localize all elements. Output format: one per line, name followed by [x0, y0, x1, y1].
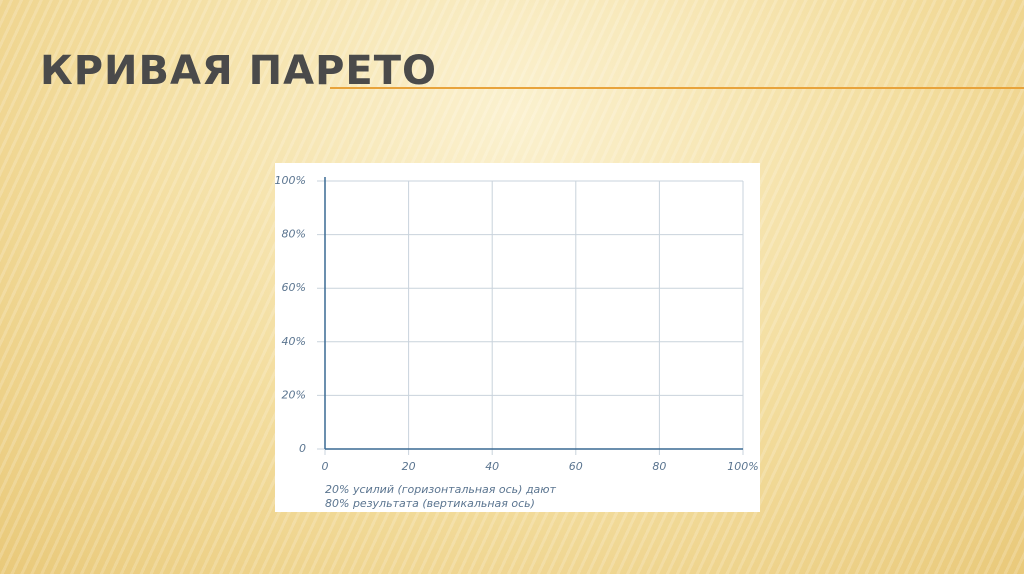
y-tick-label: 40% — [282, 335, 306, 348]
caption: 80% результата (вертикальная ось) — [325, 497, 535, 510]
slide-title: КРИВАЯ ПАРЕТО — [40, 48, 438, 94]
x-tick-label: 60 — [569, 460, 583, 473]
chart-panel — [275, 163, 760, 512]
caption: 20% усилий (горизонтальная ось) дают — [325, 483, 557, 496]
x-tick-label: 40 — [485, 460, 499, 473]
y-tick-label: 20% — [282, 388, 306, 401]
x-tick-label: 20 — [402, 460, 416, 473]
x-tick-label: 100% — [727, 460, 758, 473]
y-tick-label: 0 — [299, 442, 306, 455]
x-tick-label: 80 — [652, 460, 666, 473]
y-tick-label: 80% — [282, 228, 306, 241]
y-tick-label: 60% — [282, 281, 306, 294]
y-tick-label: 100% — [275, 174, 306, 187]
title-rule — [330, 87, 1024, 89]
x-tick-label: 0 — [322, 460, 329, 473]
